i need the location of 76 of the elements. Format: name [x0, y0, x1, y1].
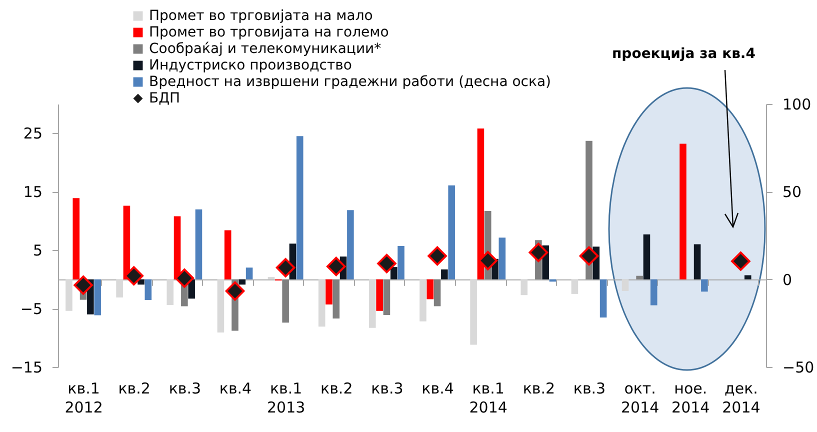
x-tick-label: кв.2	[118, 380, 150, 398]
bar	[369, 279, 376, 328]
x-tick-label: кв.1 2013	[266, 380, 306, 416]
x-tick-label: кв.1 2012	[64, 380, 103, 416]
y-tick-label: −15	[10, 358, 42, 376]
bar	[217, 279, 224, 333]
text: проекција за кв.4	[612, 46, 756, 62]
bar	[680, 144, 686, 280]
x-tick-label: кв.2	[320, 380, 353, 398]
bar	[622, 279, 629, 292]
x-tick-label: кв.3	[573, 380, 606, 398]
bar	[744, 275, 752, 280]
bar	[347, 210, 354, 280]
legend-label: Промет во трговијата на големо	[149, 24, 389, 40]
y-tick-label: 15	[23, 183, 42, 202]
bar	[282, 279, 289, 323]
point	[377, 254, 396, 274]
bar	[448, 185, 455, 280]
bar	[470, 279, 477, 345]
point	[174, 268, 194, 288]
legend-label: Сообраќај и телекомуникации*	[149, 41, 382, 57]
x-tick-label: кв.4	[422, 380, 454, 398]
point	[731, 252, 750, 271]
point	[74, 276, 93, 295]
x-tick-label: кв.1 2014	[469, 380, 508, 416]
x-tick-label: кв.3	[168, 380, 202, 398]
bar	[398, 246, 404, 280]
legend-label: Промет во трговијата на мало	[149, 8, 373, 24]
bar	[318, 279, 326, 327]
y-tick-label: −5	[20, 300, 42, 318]
legend-label: БДП	[149, 90, 180, 106]
bar	[420, 279, 426, 322]
y2-tick-label: −50	[782, 358, 814, 376]
x-tick-label: ное. 2014	[672, 380, 710, 416]
bar	[332, 279, 340, 318]
bar	[296, 136, 304, 280]
point	[528, 242, 548, 262]
point	[428, 246, 447, 266]
bar	[434, 279, 441, 306]
y2-tick-label: 100	[782, 96, 812, 114]
bar	[195, 209, 202, 280]
bar	[383, 279, 390, 315]
legend-label: Индустриско производство	[149, 58, 352, 74]
bar	[66, 279, 72, 311]
point	[276, 258, 296, 278]
bar	[326, 279, 332, 304]
y2-tick-label: 0	[782, 270, 792, 289]
x-tick-label: кв.2	[522, 380, 556, 398]
bar	[376, 279, 383, 311]
bar	[426, 279, 434, 300]
bar	[694, 244, 701, 280]
x-tick-label: кв.4	[219, 380, 252, 398]
bar	[166, 279, 174, 306]
bar	[650, 279, 658, 306]
point	[326, 256, 346, 276]
bar	[246, 268, 253, 280]
legend-label: Вредност на извршени градежни работи (десна оска)	[149, 74, 551, 90]
bar	[600, 279, 607, 318]
bar	[643, 234, 650, 280]
bar	[571, 279, 578, 294]
x-tick-label: окт. 2014	[620, 380, 660, 416]
x-tick-label: кв.3	[371, 380, 404, 398]
x-tick-label: дек. 2014	[722, 380, 760, 416]
bar	[224, 230, 232, 280]
point	[579, 246, 599, 266]
y-tick-label: 5	[32, 242, 42, 260]
y-tick-label: 25	[23, 124, 42, 143]
bar	[268, 276, 275, 280]
bar	[636, 276, 643, 280]
bar	[116, 279, 123, 298]
bar	[144, 279, 152, 300]
bar	[441, 269, 448, 280]
bar	[701, 279, 708, 292]
bar	[520, 279, 528, 296]
point	[225, 281, 245, 301]
y2-tick-label: 50	[782, 183, 802, 202]
